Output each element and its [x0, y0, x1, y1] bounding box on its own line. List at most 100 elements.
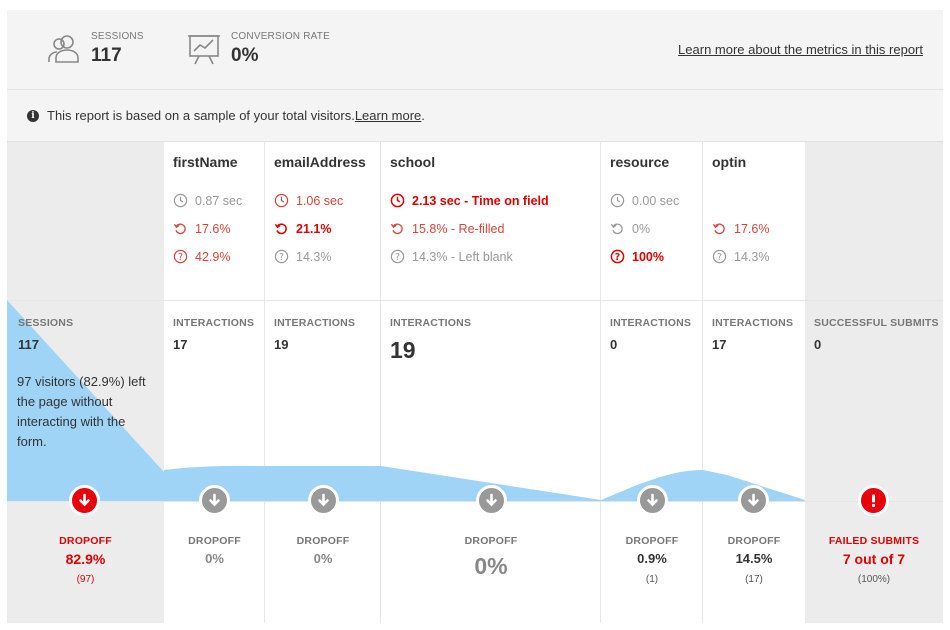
submits-cell: SUCCESSFUL SUBMITS 0 FAILED SUBMITS 7 ou…: [805, 142, 943, 623]
dropoff-arrow-icon: [308, 485, 339, 516]
clock-icon: [173, 193, 188, 208]
field-stats-firstname: firstName 0.87 sec 17.6% ? 42.9%: [164, 142, 265, 300]
dropoff-value: 82.9%: [65, 551, 106, 567]
question-icon: ?: [390, 249, 405, 264]
left-blank-rate: ? 14.3%: [274, 249, 331, 264]
funnel-area-chart: [7, 300, 805, 501]
conversion-label: CONVERSION RATE: [231, 31, 330, 42]
row-divider: [7, 501, 943, 502]
sessions-value: 117: [91, 45, 122, 66]
question-icon: ?: [274, 249, 289, 264]
refill-rate: 0%: [610, 221, 650, 236]
dropoff-count: (17): [745, 574, 763, 585]
interactions-label: INTERACTIONS: [274, 317, 356, 329]
interactions-cell-resource: INTERACTIONS 0 DROPOFF 0.9% (1): [601, 142, 703, 623]
interactions-cell-firstname: INTERACTIONS 17 DROPOFF 0%: [164, 142, 265, 623]
left-blank-rate: ? 14.3% - Left blank: [390, 249, 513, 264]
interactions-value: 17: [173, 337, 188, 352]
blank-value: 14.3%: [734, 249, 770, 264]
dropoff-count: (1): [645, 574, 659, 585]
field-stats-resource: resource 0.00 sec 0% ? 100%: [601, 142, 703, 300]
refresh-icon: [274, 223, 287, 235]
time-on-field: 2.13 sec - Time on field: [390, 193, 549, 208]
field-column-emailaddress: [265, 142, 381, 623]
failed-submits-value: 7 out of 7: [842, 551, 906, 567]
dropoff-label: DROPOFF: [296, 535, 350, 547]
interactions-value: 19: [390, 337, 416, 363]
interactions-cell-emailaddress: INTERACTIONS 19 DROPOFF 0%: [265, 142, 381, 623]
funnel-shape: [7, 300, 805, 501]
question-icon: ?: [712, 249, 727, 264]
clock-icon: [390, 193, 405, 208]
submits-column: [805, 142, 943, 623]
sessions-col-label: SESSIONS: [18, 317, 74, 329]
sample-note-text: This report is based on a sample of your…: [47, 108, 355, 123]
dropoff-arrow-icon: [738, 485, 769, 516]
refill-value: 17.6%: [195, 221, 231, 236]
interactions-cell-optin: INTERACTIONS 17 DROPOFF 14.5% (17): [703, 142, 805, 623]
field-name: optin: [712, 154, 747, 170]
dropoff-arrow-icon: [637, 485, 668, 516]
dropoff-label: DROPOFF: [188, 535, 241, 547]
refill-value: 21.1%: [296, 221, 332, 236]
time-value: 0.87 sec: [195, 193, 243, 208]
interactions-label: INTERACTIONS: [173, 317, 255, 329]
dropoff-value: 0%: [205, 551, 224, 566]
interactions-value: 17: [712, 337, 727, 352]
interactions-label: INTERACTIONS: [390, 317, 472, 329]
field-column-resource: [601, 142, 703, 623]
metrics-header: SESSIONS 117 CONVERSION RATE 0% Learn mo…: [7, 10, 943, 90]
time-on-field: 0.00 sec: [610, 193, 679, 208]
field-name: firstName: [173, 154, 238, 170]
form-funnel-grid: firstName 0.87 sec 17.6% ? 42.9% emailAd…: [7, 142, 943, 623]
field-name: resource: [610, 154, 670, 170]
field-stats-emailaddress: emailAddress 1.06 sec 21.1% ? 14.3%: [265, 142, 381, 300]
dropoff-label: DROPOFF: [59, 535, 112, 547]
clock-icon: [274, 193, 289, 208]
refill-rate: 21.1%: [274, 221, 331, 236]
presentation-chart-icon: [188, 35, 220, 65]
sample-note-end: .: [421, 108, 425, 123]
sessions-metric: SESSIONS 117: [47, 30, 144, 67]
dropoff-value: 0%: [474, 553, 508, 579]
clock-icon: [610, 193, 625, 208]
time-value: 1.06 sec: [296, 193, 344, 208]
dropoff-arrow-icon: [199, 485, 230, 516]
svg-text:?: ?: [615, 252, 620, 263]
field-column-firstname: [164, 142, 265, 623]
interactions-cell-school: INTERACTIONS 19 DROPOFF 0%: [381, 142, 601, 623]
refill-value: 17.6%: [734, 221, 770, 236]
dropoff-value: 14.5%: [735, 551, 773, 566]
svg-text:?: ?: [279, 252, 284, 263]
blank-value: 14.3% - Left blank: [412, 249, 513, 264]
alert-icon: [858, 485, 889, 516]
info-icon: i: [27, 109, 39, 122]
refill-rate: 17.6%: [712, 221, 769, 236]
svg-text:?: ?: [395, 252, 400, 263]
time-value: 2.13 sec - Time on field: [412, 193, 549, 208]
learn-more-link[interactable]: Learn more: [354, 108, 422, 123]
field-stats-optin: optin 17.6% ? 14.3%: [703, 142, 805, 300]
refresh-icon: [712, 223, 725, 235]
dropoff-arrow-icon: [69, 485, 100, 516]
conversion-metric: CONVERSION RATE 0%: [187, 30, 330, 67]
refill-rate: 17.6%: [173, 221, 230, 236]
refill-value: 0%: [632, 221, 651, 236]
blank-value: 14.3%: [296, 249, 332, 264]
svg-text:?: ?: [717, 252, 722, 263]
interactions-label: INTERACTIONS: [712, 317, 794, 329]
refresh-icon: [390, 223, 403, 235]
refill-rate: 15.8% - Re-filled: [390, 221, 504, 236]
dropoff-label: DROPOFF: [464, 535, 518, 547]
learn-metrics-link[interactable]: Learn more about the metrics in this rep…: [678, 42, 923, 57]
svg-text:?: ?: [178, 252, 183, 263]
time-value: 0.00 sec: [632, 193, 680, 208]
field-column-school: [381, 142, 601, 623]
dropoff-label: DROPOFF: [727, 535, 781, 547]
dropoff-value: 0%: [313, 551, 333, 566]
blank-value: 100%: [632, 249, 664, 264]
refill-value: 15.8% - Re-filled: [412, 221, 505, 236]
conversion-value: 0%: [231, 45, 259, 66]
sessions-col-value: 117: [18, 337, 39, 352]
refresh-icon: [610, 223, 623, 235]
